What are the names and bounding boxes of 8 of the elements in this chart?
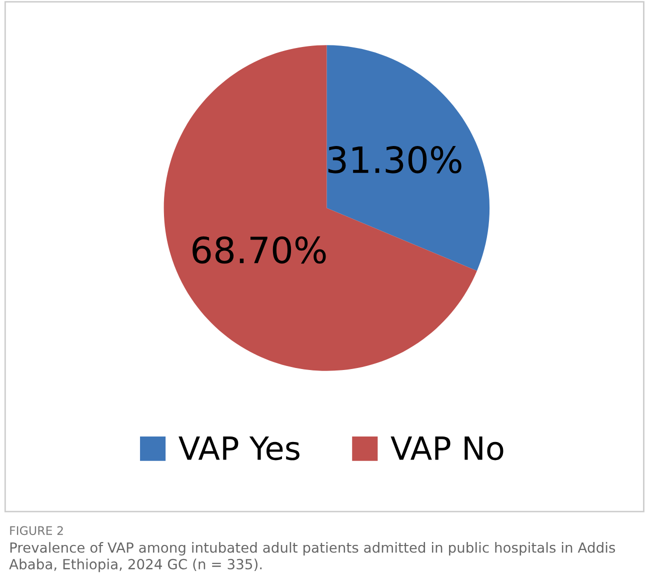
pie-slice [164, 45, 477, 371]
data-label: 31.30% [328, 146, 462, 174]
pie-slice [326, 45, 490, 271]
data-label: 68.70% [192, 236, 326, 264]
caption: FIGURE 2 [10, 526, 63, 536]
legend-label: VAP No [390, 436, 504, 460]
legend-label: VAP Yes [178, 436, 300, 460]
text: Prevalence of VAP among intubated adult patients admitted in public hospitals in Addis Ababa, Ethiopia, 2024 GC (n = 335). [9, 542, 616, 572]
